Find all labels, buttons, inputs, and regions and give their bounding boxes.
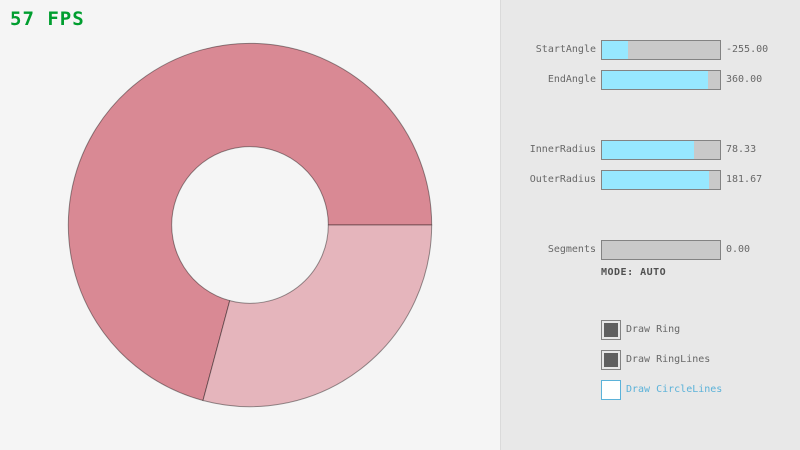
end-angle-value: 360.00 xyxy=(726,74,763,85)
draw-ringlines-label: Draw RingLines xyxy=(626,354,711,365)
checkmark-icon xyxy=(604,353,618,367)
slider-row-inner-radius: InnerRadius 78.33 xyxy=(501,140,800,160)
start-angle-slider-fill xyxy=(602,41,628,59)
inner-radius-label: InnerRadius xyxy=(529,144,596,155)
inner-radius-slider-fill xyxy=(602,141,695,159)
outer-radius-slider-fill xyxy=(602,171,710,189)
end-angle-slider[interactable] xyxy=(601,70,721,90)
start-angle-label: StartAngle xyxy=(535,44,596,55)
inner-radius-value: 78.33 xyxy=(726,144,757,155)
fps-counter: 57 FPS xyxy=(10,8,85,30)
slider-row-end-angle: EndAngle 360.00 xyxy=(501,70,800,90)
controls-panel: StartAngle -255.00 EndAngle 360.00 Inner… xyxy=(500,0,800,450)
outer-radius-label: OuterRadius xyxy=(529,174,596,185)
checkbox-draw-circlelines[interactable]: Draw CircleLines xyxy=(601,380,800,400)
end-angle-label: EndAngle xyxy=(547,74,596,85)
ring-segment-single-pass xyxy=(202,224,433,408)
slider-row-outer-radius: OuterRadius 181.67 xyxy=(501,170,800,190)
checkbox-draw-ringlines[interactable]: Draw RingLines xyxy=(601,350,800,370)
ring-segment-double-pass xyxy=(67,42,433,402)
draw-ring-checkbox[interactable] xyxy=(601,320,621,340)
start-angle-value: -255.00 xyxy=(726,44,769,55)
outer-radius-value: 181.67 xyxy=(726,174,763,185)
start-angle-slider[interactable] xyxy=(601,40,721,60)
outer-radius-slider[interactable] xyxy=(601,170,721,190)
draw-circlelines-label: Draw CircleLines xyxy=(626,384,723,395)
ring-chart xyxy=(67,42,433,408)
segments-mode-text: MODE: AUTO xyxy=(601,267,667,278)
end-angle-slider-fill xyxy=(602,71,709,89)
inner-radius-slider[interactable] xyxy=(601,140,721,160)
slider-row-segments: Segments 0.00 xyxy=(501,240,800,260)
checkbox-draw-ring[interactable]: Draw Ring xyxy=(601,320,800,340)
slider-row-start-angle: StartAngle -255.00 xyxy=(501,40,800,60)
draw-ring-label: Draw Ring xyxy=(626,324,681,335)
segments-label: Segments xyxy=(547,244,596,255)
segments-value: 0.00 xyxy=(726,244,751,255)
draw-circlelines-checkbox[interactable] xyxy=(601,380,621,400)
checkmark-icon xyxy=(604,323,618,337)
segments-slider[interactable] xyxy=(601,240,721,260)
draw-ringlines-checkbox[interactable] xyxy=(601,350,621,370)
